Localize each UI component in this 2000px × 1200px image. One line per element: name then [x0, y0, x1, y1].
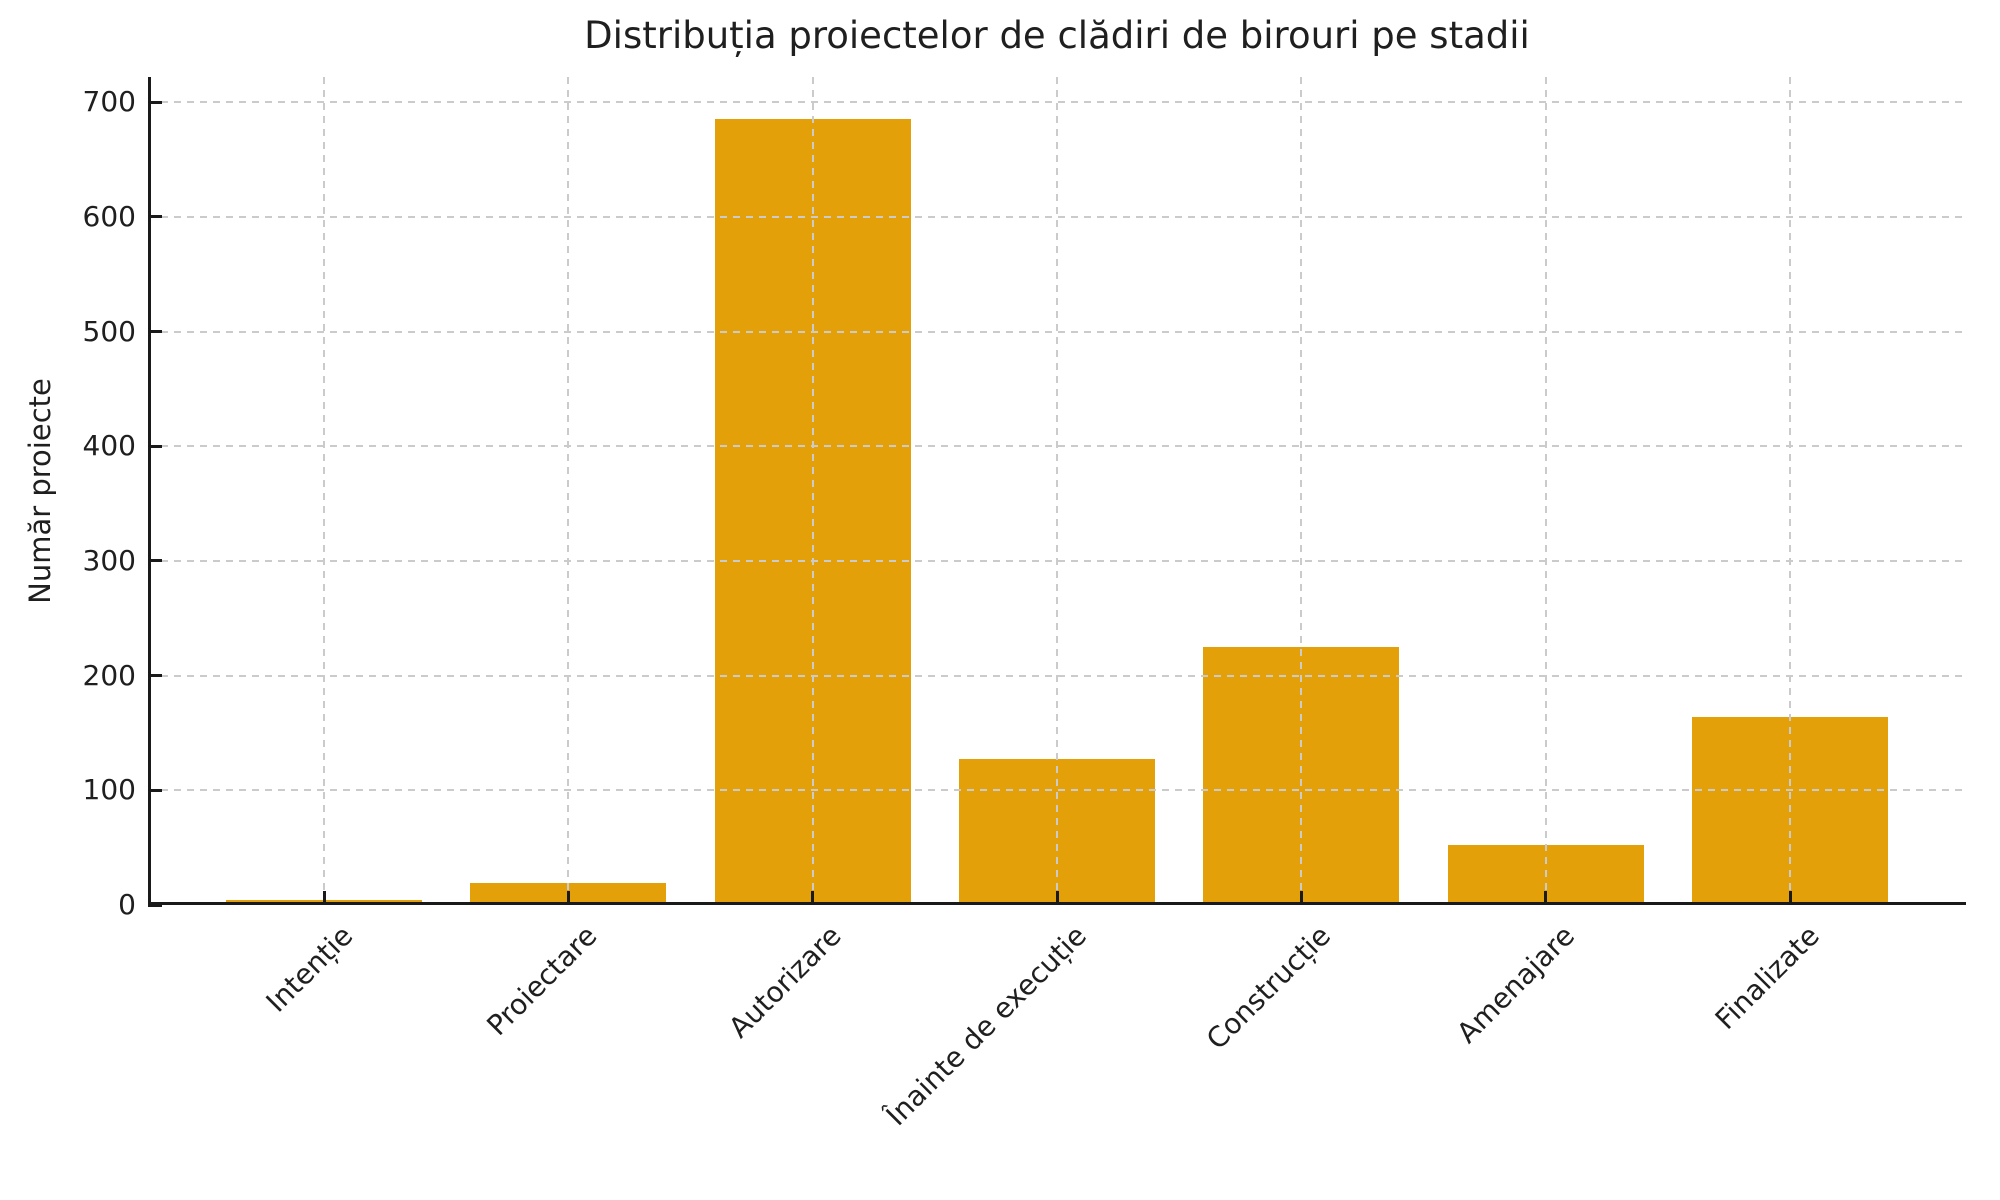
v-gridline-6 — [1789, 77, 1791, 905]
y-tick-label-200: 200 — [82, 658, 136, 692]
y-tick-600 — [148, 215, 162, 219]
y-tick-label-100: 100 — [82, 773, 136, 807]
plot-area — [148, 77, 1966, 907]
v-gridline-5 — [1544, 77, 1547, 905]
x-tick-6 — [1788, 891, 1792, 905]
v-gridline-1 — [567, 77, 570, 905]
x-tick-label-4: Construcție — [1199, 919, 1337, 1056]
x-tick-2 — [811, 891, 815, 905]
x-tick-1 — [566, 891, 570, 905]
y-axis-spine — [148, 77, 151, 905]
y-tick-label-0: 0 — [118, 888, 136, 921]
y-tick-label-400: 400 — [82, 429, 136, 463]
y-tick-label-600: 600 — [82, 199, 136, 233]
y-tick-500 — [148, 330, 162, 334]
x-tick-5 — [1544, 891, 1548, 905]
y-tick-label-500: 500 — [82, 314, 136, 348]
x-tick-label-5: Amenajare — [1450, 919, 1582, 1050]
y-tick-400 — [148, 444, 162, 448]
y-tick-200 — [148, 674, 162, 678]
x-tick-4 — [1299, 891, 1303, 905]
x-tick-label-0: Intenție — [259, 919, 360, 1019]
x-tick-3 — [1055, 891, 1059, 905]
chart-title: Distribuția proiectelor de clădiri de bi… — [584, 14, 1530, 57]
x-tick-label-3: Înainte de execuție — [879, 919, 1093, 1133]
v-gridline-3 — [1056, 77, 1058, 905]
x-tick-label-6: Finalizate — [1708, 919, 1826, 1036]
v-gridline-4 — [1300, 77, 1303, 905]
v-gridline-2 — [811, 77, 814, 905]
y-tick-label-700: 700 — [82, 85, 136, 119]
y-tick-100 — [148, 788, 162, 792]
y-tick-label-300: 300 — [82, 543, 136, 577]
y-tick-300 — [148, 559, 162, 563]
x-tick-0 — [322, 891, 326, 905]
y-tick-700 — [148, 100, 162, 104]
x-tick-label-2: Autorizare — [722, 919, 849, 1045]
y-tick-0 — [148, 903, 162, 907]
x-tick-label-1: Proiectare — [480, 919, 604, 1043]
x-axis-spine — [148, 902, 1966, 905]
v-gridline-0 — [323, 77, 325, 905]
